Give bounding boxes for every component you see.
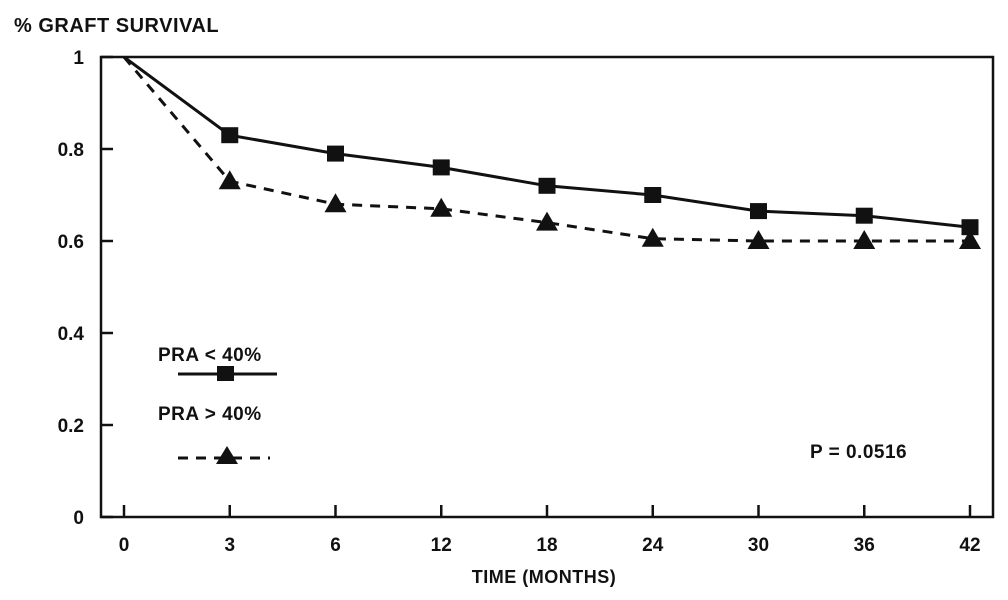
y-tick-label: 0.6: [58, 232, 84, 253]
square-point: [327, 145, 344, 162]
x-tick-label: 24: [642, 535, 664, 556]
legend: PRA < 40% PRA > 40%: [158, 345, 277, 464]
y-tick-label: 0.4: [58, 324, 85, 345]
series-line-pra-above-40: [122, 56, 970, 243]
x-tick-label: 12: [431, 535, 452, 556]
x-tick-label: 42: [959, 535, 980, 556]
x-axis-label: TIME (MONTHS): [472, 567, 616, 587]
x-tick-label: 30: [748, 535, 769, 556]
triangle-point: [747, 230, 770, 249]
square-point: [432, 159, 450, 176]
series-line-pra-below-40: [123, 55, 971, 229]
triangle-point: [430, 197, 453, 217]
square-point: [961, 219, 979, 236]
legend-label-pra-above-40: PRA > 40%: [158, 404, 262, 425]
x-tick-label: 0: [119, 535, 130, 556]
y-tick-label: 1: [73, 48, 84, 69]
legend-label-pra-below-40: PRA < 40%: [158, 345, 262, 366]
triangle-point: [218, 170, 241, 190]
square-point: [538, 177, 556, 194]
triangle-point: [536, 211, 558, 231]
square-point: [855, 207, 873, 224]
y-axis: 0 0.2 0.4 0.6 0.8 1: [58, 48, 113, 529]
square-point: [221, 127, 239, 144]
series-layer: [122, 55, 981, 249]
x-tick-label: 18: [536, 535, 557, 556]
y-tick-label: 0.2: [58, 416, 84, 437]
legend-triangle-marker: [216, 446, 238, 464]
triangle-point: [959, 230, 981, 249]
triangle-point: [324, 193, 347, 213]
triangle-point: [853, 230, 876, 249]
y-tick-label: 0: [73, 508, 84, 529]
chart-title: % GRAFT SURVIVAL: [14, 15, 219, 37]
x-tick-label: 36: [854, 535, 875, 556]
y-tick-label: 0.8: [58, 140, 84, 161]
x-tick-label: 6: [330, 535, 341, 556]
square-point: [750, 203, 767, 220]
triangle-point: [641, 227, 664, 247]
p-value-annotation: P = 0.0516: [810, 442, 907, 463]
legend-square-marker: [217, 366, 234, 381]
x-tick-label: 3: [224, 535, 235, 556]
square-point: [644, 187, 662, 203]
x-axis: 0 3 6 12 18 24 30 36 42: [119, 505, 981, 556]
